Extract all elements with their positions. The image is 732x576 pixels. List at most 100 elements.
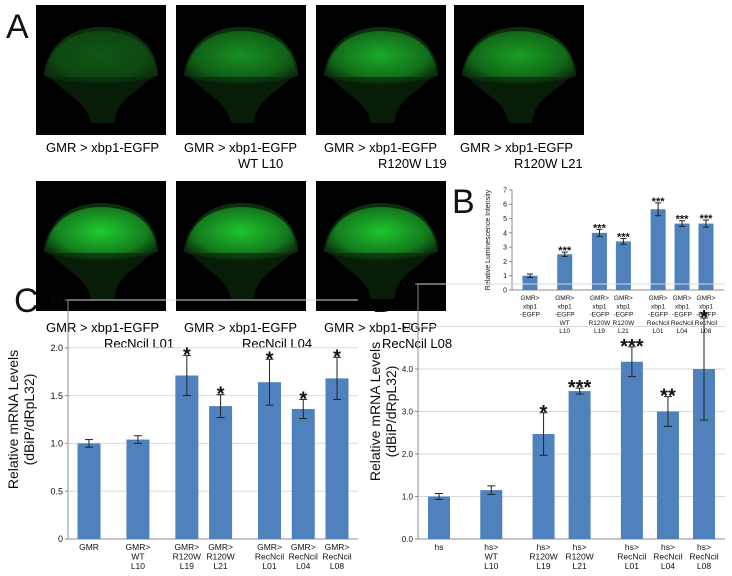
- bar-chart-b: 0 1 2 3 4 5 6 7 Relative Luminescence Intensity G…: [485, 187, 724, 335]
- category-label: L08: [701, 328, 712, 335]
- bar: [568, 391, 591, 539]
- category-label: xbp1: [699, 303, 713, 310]
- category-label: L04: [661, 561, 675, 571]
- bar-chart-d: 0.0 1.0 2.0 3.0 4.0 5.0 6.0 Relative mRNA Level…: [367, 280, 725, 571]
- significance-label: ***: [568, 377, 592, 399]
- category-label: L19: [180, 561, 194, 571]
- category-label: L01: [262, 561, 276, 571]
- image-caption-line1: GMR > xbp1-EGFP: [460, 140, 574, 155]
- y-tick-label: 7: [503, 187, 507, 194]
- category-label: L10: [559, 328, 570, 335]
- category-label: RecNcil: [695, 320, 718, 327]
- category-label: GMR>: [590, 295, 609, 302]
- y-tick-label: 2.0: [50, 343, 63, 353]
- category-label: R120W: [565, 552, 593, 562]
- category-label: xbp1: [523, 303, 537, 310]
- category-label: GMR>: [291, 542, 316, 552]
- significance-label: ***: [620, 336, 644, 358]
- category-label: L08: [330, 561, 344, 571]
- y-axis-label: Relative Luminescence Intensity: [485, 189, 492, 290]
- y-tick-label: 3.0: [402, 407, 414, 416]
- y-tick-label: 1.0: [50, 439, 63, 449]
- category-label: RecNcil: [647, 320, 670, 327]
- bar: [291, 408, 315, 539]
- image-caption-line1: GMR > xbp1-EGFP: [46, 320, 160, 335]
- bar: [650, 209, 666, 290]
- bar: [656, 411, 679, 539]
- image-caption-line2: RecNcil L08: [382, 336, 453, 351]
- category-label: -EGFP: [520, 312, 540, 319]
- category-label: -EGFP: [613, 312, 633, 319]
- category-label: GMR>: [649, 295, 668, 302]
- significance-label: *: [217, 384, 225, 406]
- category-label: GMR>: [208, 542, 233, 552]
- category-label: GMR>: [697, 295, 716, 302]
- category-label: hs>: [537, 542, 551, 552]
- y-tick-label: 3: [503, 245, 507, 252]
- category-label: L21: [213, 561, 227, 571]
- image-caption-line2: RecNcil L04: [242, 336, 313, 351]
- bar: [591, 232, 607, 290]
- category-label: L04: [677, 328, 688, 335]
- category-label: hs: [435, 542, 444, 552]
- category-label: RecNcil: [322, 552, 351, 562]
- category-label: xbp1: [616, 303, 630, 310]
- category-label: L01: [653, 328, 664, 335]
- category-label: GMR>: [521, 295, 540, 302]
- category-label: GMR>: [325, 542, 350, 552]
- significance-label: *: [700, 307, 708, 329]
- y-axis-label: Relative mRNA Levels: [367, 342, 383, 481]
- category-label: L08: [697, 561, 711, 571]
- y-tick-label: 0: [503, 287, 507, 294]
- y-tick-label: 6.0: [402, 280, 414, 289]
- y-tick-label: 0: [58, 534, 63, 544]
- category-label: hs>: [484, 542, 498, 552]
- image-caption: GMR > xbp1-EGFP: [46, 140, 159, 156]
- significance-label: ***: [700, 213, 714, 225]
- category-label: hs>: [697, 542, 711, 552]
- image-caption-line1: GMR > xbp1-EGFP: [184, 320, 298, 335]
- bar: [428, 496, 450, 539]
- significance-label: ***: [652, 196, 666, 208]
- y-tick-label: 4: [503, 230, 507, 237]
- bar: [209, 406, 233, 539]
- y-tick-label: 1.0: [402, 492, 414, 501]
- category-label: WT: [485, 552, 498, 562]
- category-label: GMR: [79, 542, 99, 552]
- category-label: hs>: [573, 542, 587, 552]
- category-label: xbp1: [558, 303, 572, 310]
- bar: [175, 375, 199, 539]
- category-label: GMR>: [614, 295, 633, 302]
- image-caption-line2: R120W L21: [514, 156, 583, 171]
- significance-label: *: [299, 388, 307, 410]
- image-caption: GMR > xbp1-EGFP R120W L19: [324, 140, 447, 172]
- bar: [698, 223, 714, 290]
- category-label: -EGFP: [648, 312, 668, 319]
- image-caption-line1: GMR > xbp1-EGFP: [324, 320, 438, 335]
- category-label: GMR>: [257, 542, 282, 552]
- image-caption: GMR > xbp1-EGFP RecNcil L04: [184, 320, 312, 352]
- category-label: -EGFP: [696, 312, 716, 319]
- category-label: xbp1: [651, 303, 665, 310]
- y-axis-label: Relative mRNA Levels: [5, 350, 21, 489]
- y-tick-label: 0.5: [50, 486, 63, 496]
- category-label: L04: [296, 561, 310, 571]
- category-label: L10: [484, 561, 498, 571]
- image-caption-line1: GMR > xbp1-EGFP: [46, 140, 160, 155]
- bar: [674, 223, 690, 290]
- category-label: L21: [618, 328, 629, 335]
- y-tick-label: 2: [503, 259, 507, 266]
- panel-label-c: C: [14, 282, 39, 320]
- significance-label: *: [266, 348, 274, 370]
- category-label: L19: [536, 561, 550, 571]
- y-axis-label: (dBiP/dRpL32): [21, 374, 37, 466]
- image-caption-line2: R120W L19: [378, 156, 447, 171]
- image-caption: GMR > xbp1-EGFP RecNcil L08: [324, 320, 452, 352]
- y-axis-label: (dBiP/dRpL32): [383, 366, 399, 458]
- category-label: -EGFP: [555, 312, 575, 319]
- y-tick-label: 5: [503, 216, 507, 223]
- category-label: RecNcil: [255, 552, 284, 562]
- y-tick-label: 2.5: [50, 295, 63, 305]
- significance-label: ***: [558, 245, 572, 257]
- microscopy-image: [176, 5, 306, 135]
